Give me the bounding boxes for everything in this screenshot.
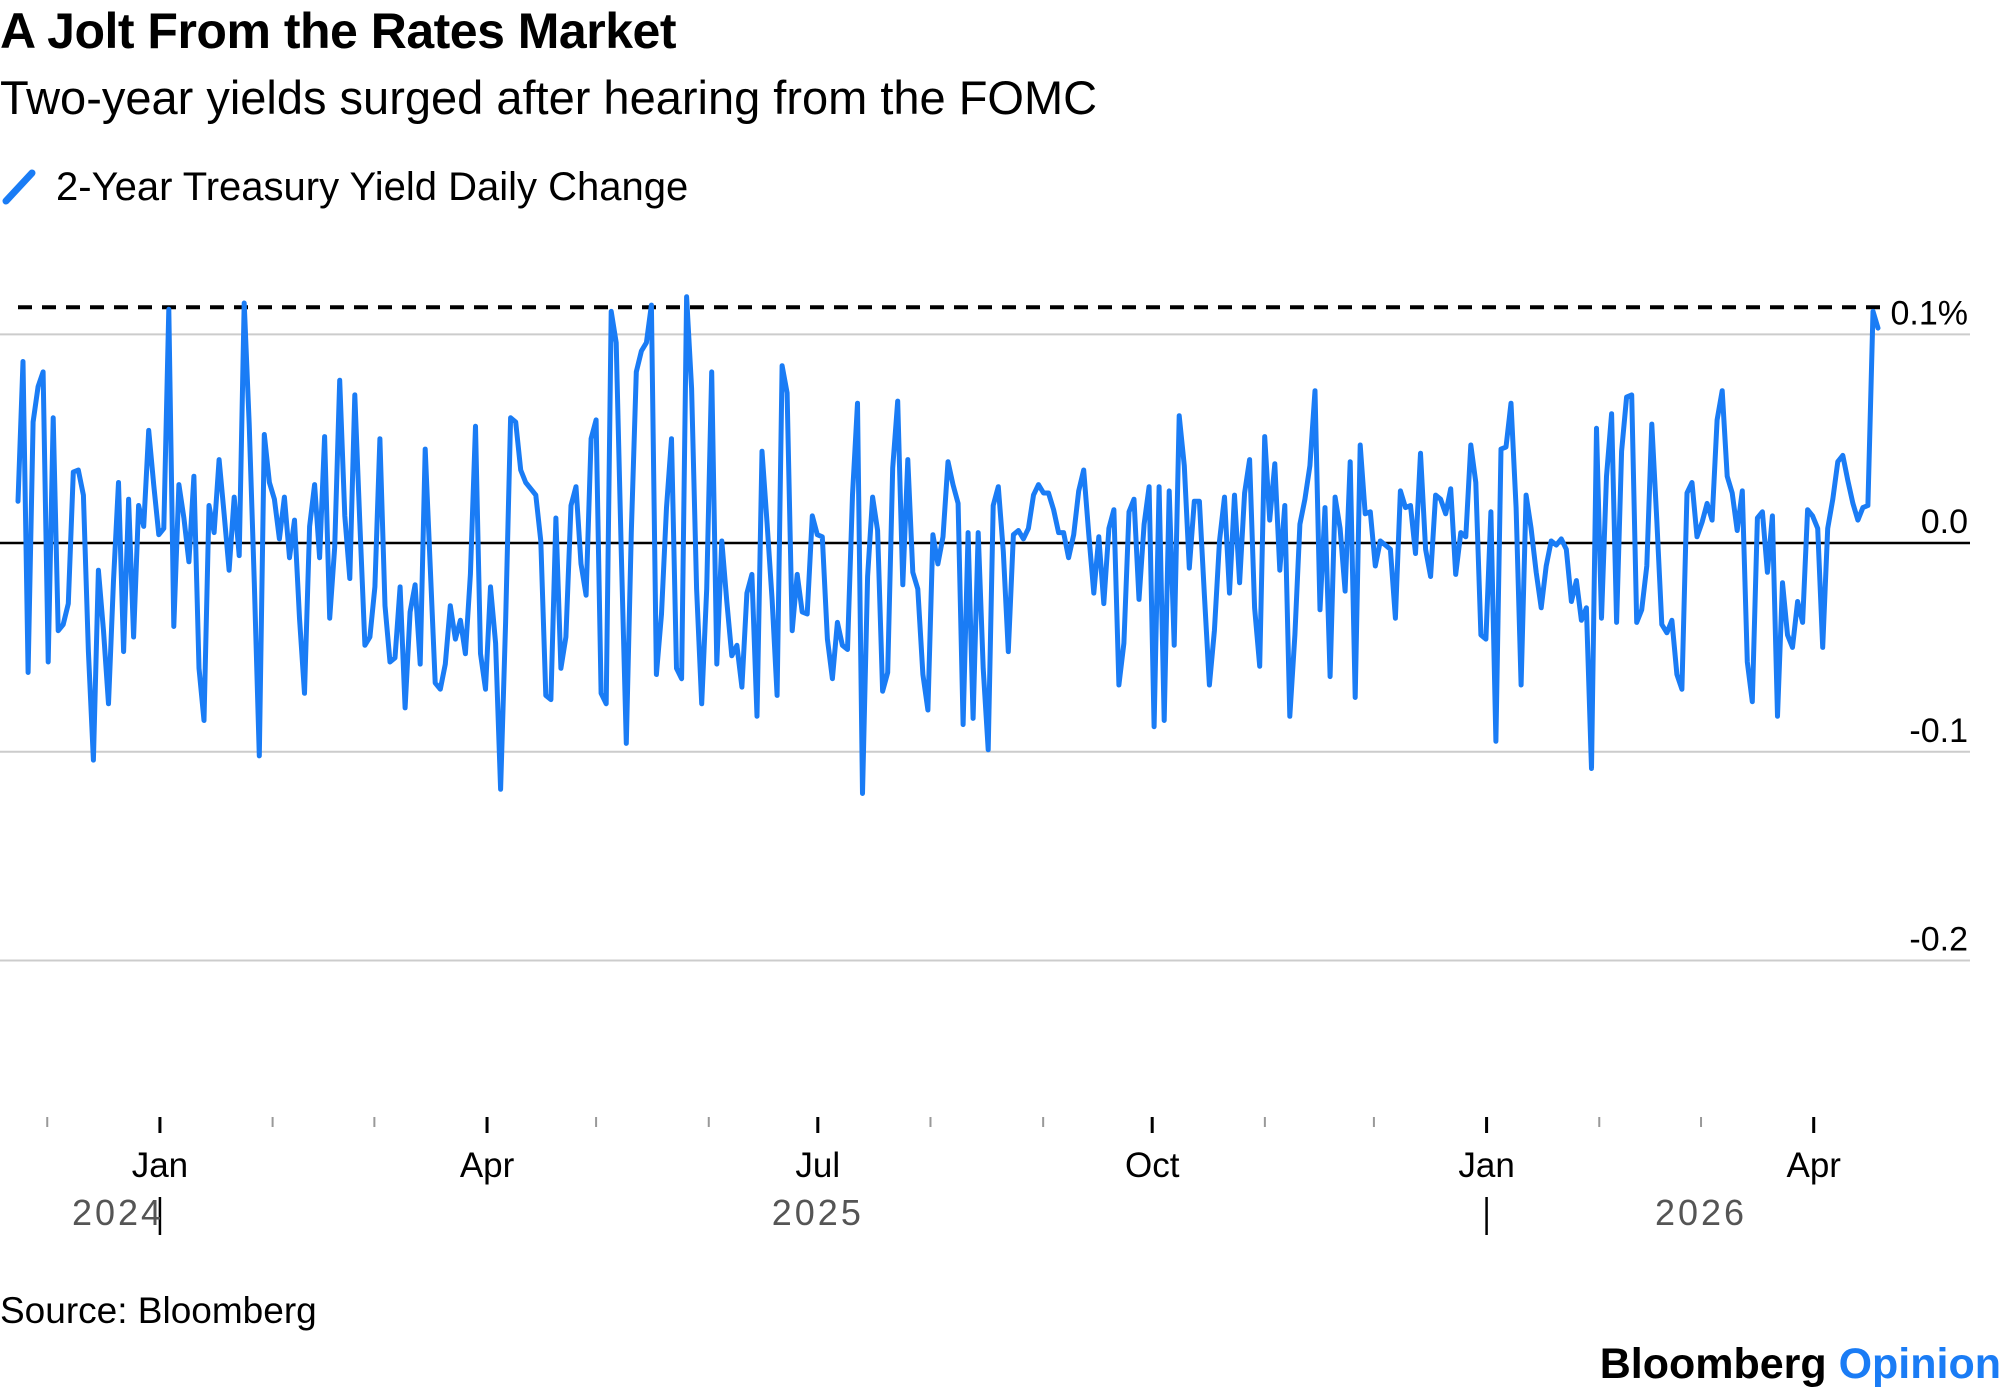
y-tick-label-3: -0.2 — [1909, 920, 1968, 958]
year-label-1: 2025 — [772, 1192, 864, 1233]
y-tick-label-1: 0.0 — [1921, 503, 1968, 541]
chart-subtitle: Two-year yields surged after hearing fro… — [0, 71, 1098, 124]
y-tick-label-2: -0.1 — [1909, 712, 1968, 750]
x-tick-label-7: Jul — [795, 1146, 840, 1185]
brand-suffix: Opinion — [1838, 1340, 2001, 1388]
source-note: Source: Bloomberg — [0, 1290, 317, 1331]
year-label-0: 2024 — [72, 1192, 164, 1233]
legend-label: 2-Year Treasury Yield Daily Change — [56, 164, 689, 209]
chart-legend: 2-Year Treasury Yield Daily Change — [0, 162, 688, 212]
x-tick-label-1: Jan — [132, 1146, 188, 1185]
series-line-0 — [15, 294, 1881, 796]
x-tick-label-13: Jan — [1458, 1146, 1514, 1185]
x-tick-label-10: Oct — [1125, 1146, 1180, 1185]
brand-name: Bloomberg — [1599, 1340, 1827, 1388]
x-tick-label-16: Apr — [1786, 1146, 1841, 1185]
year-label-2: 2026 — [1655, 1192, 1747, 1233]
x-tick-label-4: Apr — [460, 1146, 515, 1185]
y-tick-label-0: 0.1% — [1891, 294, 1969, 332]
brand-logo: Bloomberg Opinion — [1600, 1340, 2001, 1389]
legend-swatch-icon — [2, 169, 36, 205]
chart-title: A Jolt From the Rates Market — [0, 3, 676, 59]
